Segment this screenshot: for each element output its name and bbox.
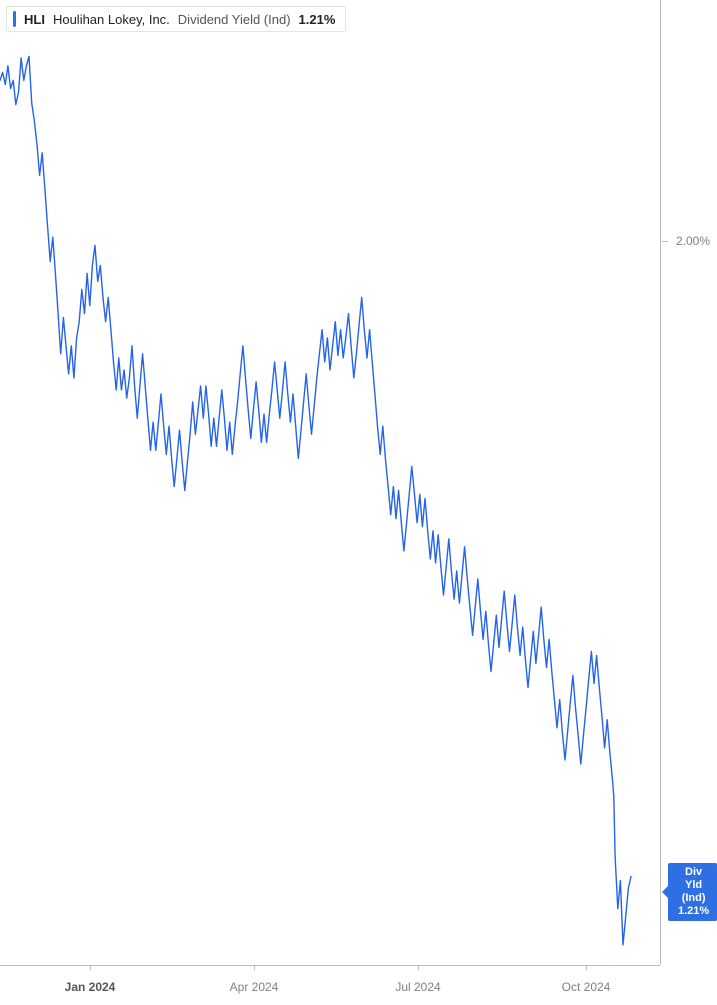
x-tick-mark [586,965,587,970]
legend-ticker: HLI [24,12,45,27]
x-tick-mark [254,965,255,970]
x-tick-label: Oct 2024 [562,980,611,994]
x-axis-line [0,965,660,966]
chart-container: HLI Houlihan Lokey, Inc. Dividend Yield … [0,0,717,1005]
x-tick-mark [90,965,91,970]
legend-metric-name: Dividend Yield (Ind) [178,12,291,27]
callout-label: Div Yld (Ind) [678,866,709,906]
y-tick-label: 2.00% [676,234,710,248]
x-tick-label: Jul 2024 [395,980,440,994]
series-line [0,56,631,945]
y-tick-mark [662,241,668,242]
plot-right-border [660,0,661,965]
x-tick-label: Jan 2024 [65,980,116,994]
x-tick-mark [418,965,419,970]
legend-box: HLI Houlihan Lokey, Inc. Dividend Yield … [6,6,346,32]
legend-company-name: Houlihan Lokey, Inc. [53,12,170,27]
legend-metric-value: 1.21% [299,12,336,27]
legend-series-marker [13,11,16,27]
callout-value: 1.21% [678,905,709,918]
x-tick-label: Apr 2024 [230,980,279,994]
current-value-callout: Div Yld (Ind) 1.21% [668,863,717,922]
chart-plot[interactable] [0,0,717,1005]
